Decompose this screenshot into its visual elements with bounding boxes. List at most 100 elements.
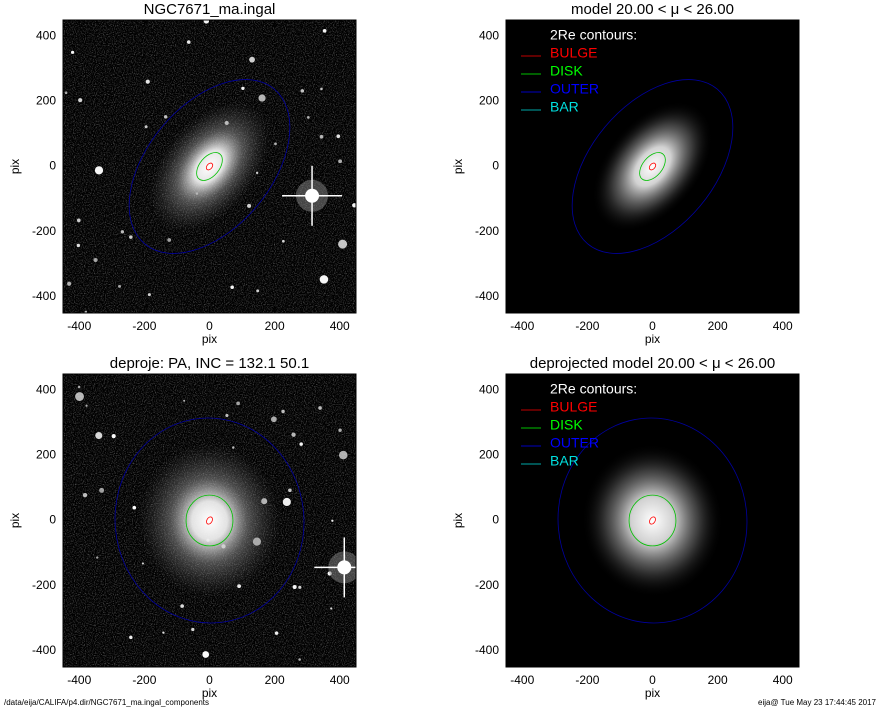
legend: 2Re contours: BULGE DISK OUTER BAR [521, 381, 637, 469]
y-tick-label: -400 [32, 289, 56, 303]
chart-title: deproje: PA, INC = 132.1 50.1 [110, 355, 309, 372]
star [274, 631, 279, 635]
star [236, 401, 240, 406]
y-tick-label: 400 [36, 382, 56, 396]
star [162, 631, 165, 634]
x-tick-label: -200 [132, 319, 156, 333]
legend-label: BAR [550, 99, 579, 115]
x-tick-label: -200 [575, 319, 599, 333]
y-tick-label: 400 [479, 382, 499, 396]
footer-left: /data/eija/CALIFA/p4.dir/NGC7671_ma.inga… [4, 698, 209, 707]
star [141, 562, 145, 565]
contour [205, 162, 214, 171]
x-tick-label: -400 [67, 319, 91, 333]
legend-title: 2Re contours: [550, 381, 637, 397]
star [339, 450, 348, 460]
y-axis-label: pix [451, 159, 465, 174]
y-tick-label: 200 [479, 94, 499, 108]
star [144, 125, 148, 129]
star [186, 40, 191, 44]
contour [206, 516, 213, 525]
star [319, 134, 324, 139]
star [183, 399, 186, 402]
star [247, 203, 252, 208]
x-tick-label: 0 [206, 319, 213, 333]
x-tick-label: 400 [330, 319, 350, 333]
x-tick-label: 200 [265, 319, 285, 333]
star [180, 604, 184, 608]
x-axis-label: pix [202, 332, 217, 346]
contour [196, 152, 223, 181]
star [75, 392, 84, 401]
x-tick-label: 0 [206, 673, 213, 687]
contour [571, 79, 734, 254]
legend-label: OUTER [550, 81, 599, 97]
star [67, 281, 72, 286]
legend-label: OUTER [550, 435, 599, 451]
star [203, 20, 210, 24]
star [232, 446, 235, 449]
star [241, 86, 245, 90]
y-tick-label: -200 [475, 224, 499, 238]
star [291, 432, 296, 437]
y-tick-label: -400 [475, 289, 499, 303]
star [282, 497, 291, 507]
x-tick-label: -200 [132, 673, 156, 687]
star [85, 404, 88, 407]
footer-right: eija@ Tue May 23 17:44:45 2017 [758, 698, 877, 707]
y-tick-label: 200 [36, 448, 56, 462]
x-tick-label: -400 [510, 673, 534, 687]
star [319, 275, 329, 284]
star [132, 505, 137, 510]
y-axis-label: pix [8, 513, 22, 528]
star [96, 556, 99, 559]
chart-title: deprojected model 20.00 < μ < 26.00 [530, 355, 776, 372]
y-axis-label: pix [8, 159, 22, 174]
star [84, 310, 88, 313]
x-tick-label: -400 [67, 673, 91, 687]
star [147, 293, 151, 297]
chart-title: NGC7671_ma.ingal [144, 1, 276, 18]
star [129, 635, 133, 640]
star [94, 166, 104, 175]
image-panel [506, 374, 799, 667]
star [76, 218, 81, 223]
legend: 2Re contours: BULGE DISK OUTER BAR [521, 27, 637, 115]
star [338, 239, 348, 249]
y-tick-label: 0 [49, 513, 56, 527]
star [258, 94, 266, 102]
y-tick-label: -400 [475, 643, 499, 657]
contour [648, 162, 657, 171]
x-tick-label: -400 [510, 319, 534, 333]
x-tick-label: 200 [265, 673, 285, 687]
star [352, 203, 356, 208]
y-tick-label: 400 [36, 28, 56, 42]
y-tick-label: 0 [492, 513, 499, 527]
contour [185, 494, 234, 547]
star [331, 519, 334, 522]
galaxy-light [138, 443, 281, 598]
x-tick-label: -200 [575, 673, 599, 687]
star [77, 385, 81, 389]
x-axis-label: pix [645, 332, 660, 346]
legend-label: DISK [550, 417, 583, 433]
star [202, 651, 210, 658]
contour [114, 417, 305, 624]
star [164, 115, 168, 119]
star [95, 432, 103, 440]
x-tick-label: 400 [330, 673, 350, 687]
image-panel [63, 374, 356, 667]
chart-title: model 20.00 < μ < 26.00 [571, 1, 734, 18]
contour [128, 79, 291, 254]
star [230, 285, 234, 289]
star [298, 585, 302, 589]
star [256, 289, 260, 293]
star [318, 406, 322, 410]
star [99, 487, 105, 493]
contour [628, 494, 677, 547]
y-tick-label: -400 [32, 643, 56, 657]
star [129, 235, 133, 239]
star [64, 91, 68, 95]
star [111, 434, 116, 439]
